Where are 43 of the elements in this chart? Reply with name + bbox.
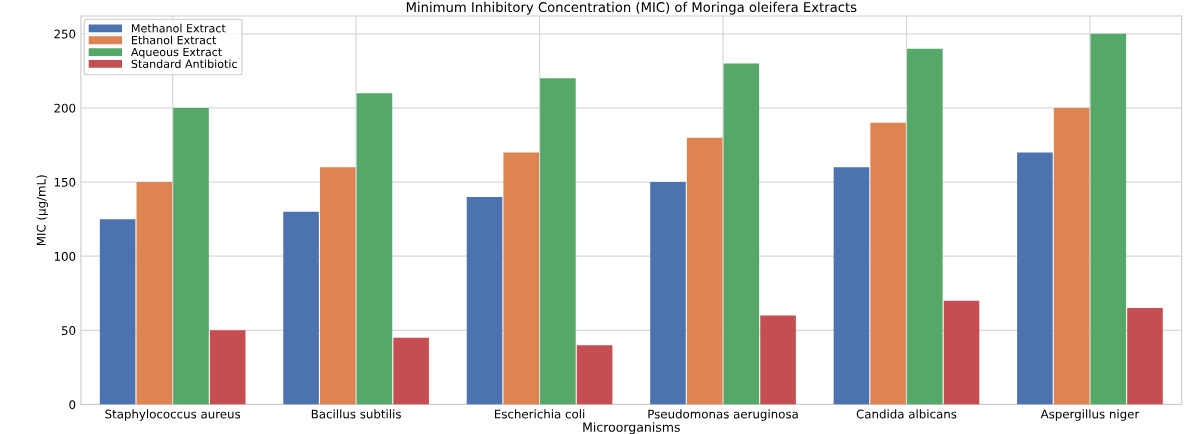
bar [283,211,319,405]
bar [723,63,760,405]
x-tick-label: Staphylococcus aureus [105,409,241,421]
legend-label: Aqueous Extract [131,47,222,59]
chart-title: Minimum Inhibitory Concentration (MIC) of Moringa oleifera Extracts [406,1,857,15]
bar [943,300,980,405]
x-tick-label: Aspergillus niger [1040,409,1140,421]
bar [1053,107,1090,405]
y-tick-label: 150 [54,177,76,187]
bar [209,330,246,405]
y-tick-label: 50 [61,326,76,336]
bar [503,152,540,405]
y-tick-label: 250 [54,29,76,39]
x-tick-label: Candida albicans [856,409,957,419]
bar [870,122,906,405]
bar [173,107,209,405]
bar [833,167,870,405]
bar [356,93,393,405]
bar [760,315,796,405]
bar [136,182,173,405]
bar [686,137,723,405]
x-axis-title: Microorganisms [583,422,680,434]
bar [540,78,576,405]
y-tick-label: 0 [69,400,76,410]
bar [1017,152,1053,405]
y-tick-label: 100 [54,251,76,261]
bar [907,48,943,405]
y-tick-label: 200 [54,103,76,113]
bar [99,219,136,405]
legend-label: Ethanol Extract [132,35,217,45]
bar [576,345,613,405]
bar [393,337,429,405]
x-tick-label: Bacillus subtilis [311,409,401,419]
bar [1127,308,1163,405]
legend-label: Standard Antibiotic [131,59,237,69]
bar [466,196,503,405]
legend-label: Methanol Extract [132,23,226,33]
x-tick-label: Escherichia coli [494,409,585,419]
x-tick-label: Pseudomonas aeruginosa [648,409,798,421]
bar [319,167,356,405]
y-axis-title: MIC (µg/mL) [36,175,48,246]
bar [650,182,686,405]
bar [1090,33,1127,405]
